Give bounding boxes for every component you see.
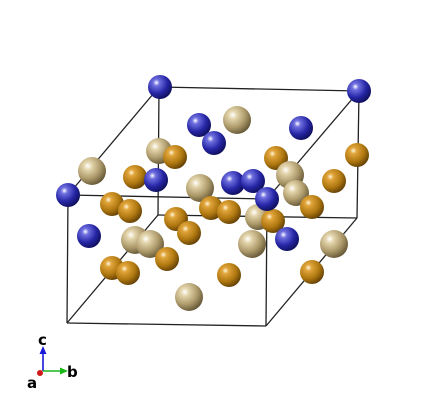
- atom-orange[interactable]: [116, 261, 140, 285]
- axis-label-a: a: [27, 374, 37, 392]
- atom-tan[interactable]: [283, 180, 309, 206]
- atom-tan[interactable]: [78, 157, 106, 185]
- atom-blue[interactable]: [289, 116, 313, 140]
- atom-blue[interactable]: [241, 169, 265, 193]
- atom-blue[interactable]: [144, 168, 168, 192]
- atom-blue[interactable]: [77, 224, 101, 248]
- atom-blue[interactable]: [187, 113, 211, 137]
- atom-blue[interactable]: [275, 227, 299, 251]
- axis-label-b: b: [67, 363, 78, 381]
- axis-a-dot: [37, 370, 43, 376]
- axis-indicator: c b a: [27, 331, 78, 392]
- axis-c-arrow: [39, 346, 47, 354]
- atom-blue[interactable]: [347, 79, 371, 103]
- atom-orange[interactable]: [345, 143, 369, 167]
- atom-tan[interactable]: [175, 283, 203, 311]
- atom-orange[interactable]: [261, 209, 285, 233]
- cell-edge: [158, 86, 360, 92]
- atom-orange[interactable]: [322, 169, 346, 193]
- axis-label-c: c: [38, 331, 47, 349]
- atom-orange[interactable]: [163, 145, 187, 169]
- atom-orange[interactable]: [300, 260, 324, 284]
- atom-orange[interactable]: [217, 200, 241, 224]
- atom-orange[interactable]: [300, 195, 324, 219]
- atom-blue[interactable]: [221, 171, 245, 195]
- atom-tan[interactable]: [320, 230, 348, 258]
- atom-orange[interactable]: [217, 263, 241, 287]
- atom-blue[interactable]: [202, 131, 226, 155]
- atom-tan[interactable]: [136, 230, 164, 258]
- atom-orange[interactable]: [177, 221, 201, 245]
- atom-orange[interactable]: [155, 247, 179, 271]
- atom-blue[interactable]: [56, 183, 80, 207]
- atom-blue[interactable]: [148, 75, 172, 99]
- atom-orange[interactable]: [118, 199, 142, 223]
- atoms: [56, 75, 371, 311]
- atom-tan[interactable]: [238, 230, 266, 258]
- atom-orange[interactable]: [199, 196, 223, 220]
- axis-b-arrow: [60, 367, 68, 375]
- atom-orange[interactable]: [100, 192, 124, 216]
- cell-edge: [66, 322, 267, 327]
- cell-edge: [67, 194, 268, 200]
- atom-orange[interactable]: [123, 165, 147, 189]
- cell-edge: [66, 194, 69, 324]
- atom-blue[interactable]: [255, 187, 279, 211]
- atom-tan[interactable]: [223, 106, 251, 134]
- atom-tan[interactable]: [186, 174, 214, 202]
